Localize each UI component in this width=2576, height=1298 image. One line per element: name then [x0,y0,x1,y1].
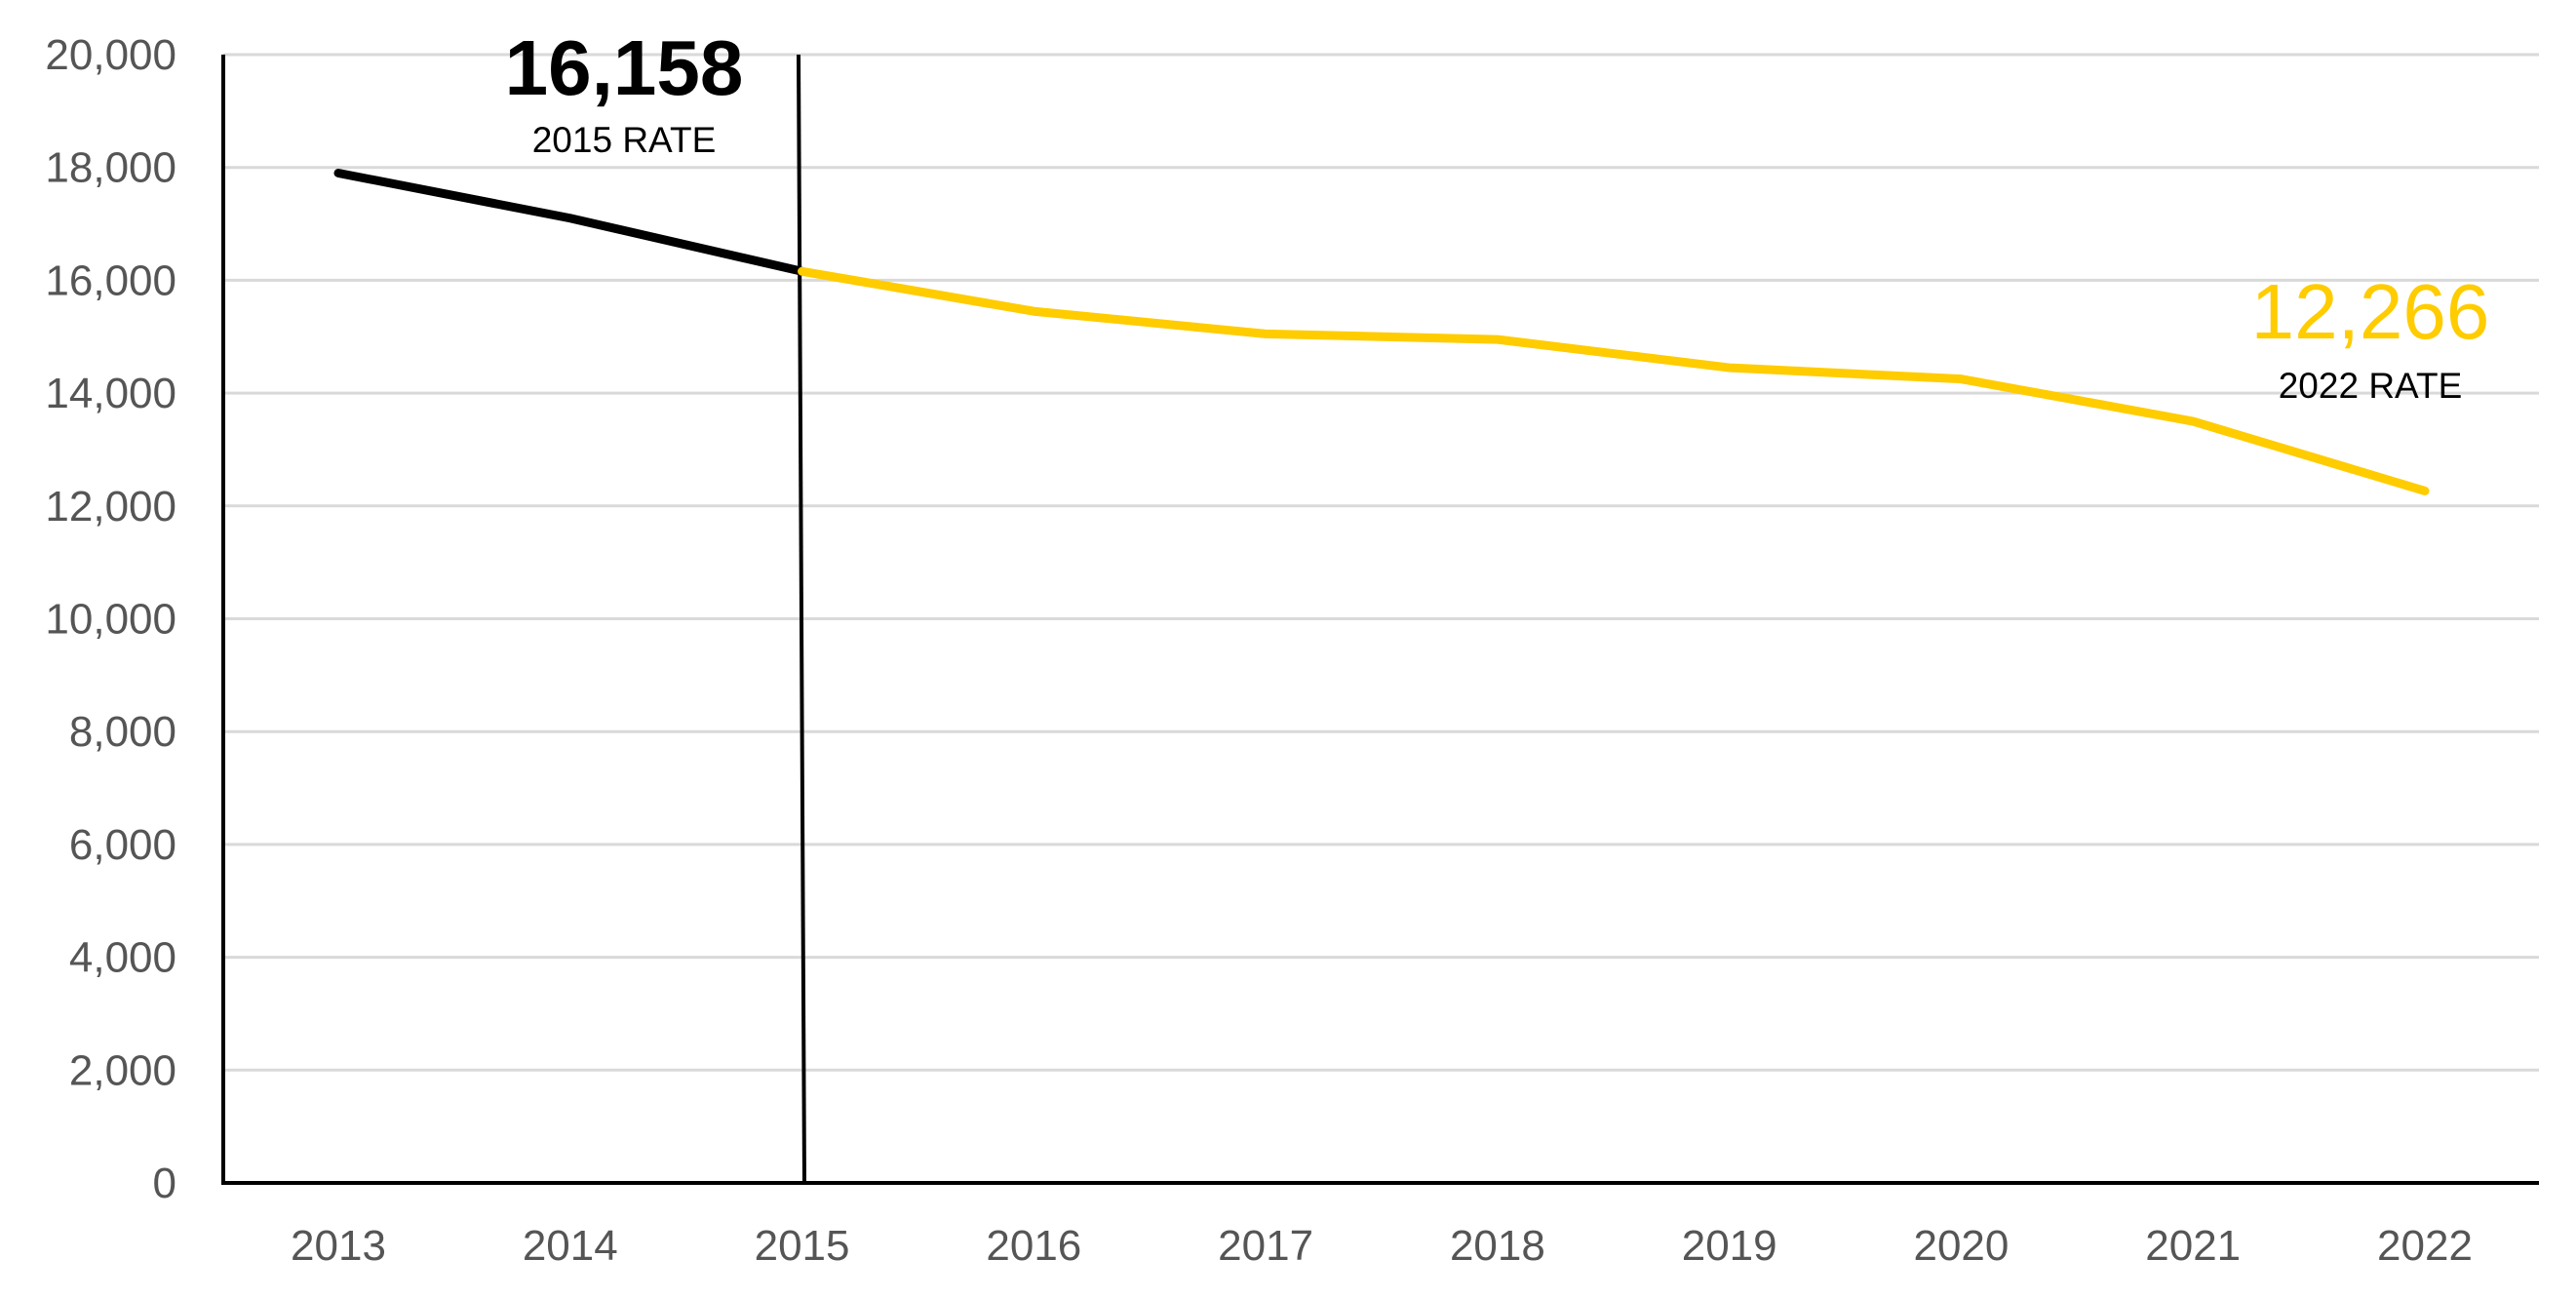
y-tick-label: 4,000 [69,934,176,982]
x-tick-label: 2016 [986,1222,1081,1270]
y-tick-label: 0 [153,1160,176,1207]
x-tick-label: 2021 [2145,1222,2241,1270]
y-tick-label: 8,000 [69,708,176,756]
y-tick-label: 6,000 [69,821,176,869]
y-tick-label: 10,000 [45,596,176,644]
annotation-2022-value: 12,266 [2251,268,2490,355]
y-tick-label: 16,000 [45,256,176,304]
reference-line-2015 [797,54,806,1184]
x-tick-label: 2022 [2377,1222,2473,1270]
x-tick-label: 2020 [1913,1222,2009,1270]
annotation-2022-label: 2022 RATE [2279,366,2463,406]
y-tick-label: 12,000 [45,483,176,531]
x-tick-label: 2013 [291,1222,386,1270]
series-line-since-2015 [798,266,2430,495]
y-tick-label: 14,000 [45,370,176,417]
x-tick-label: 2015 [755,1222,850,1270]
y-tick-label: 2,000 [69,1046,176,1094]
y-tick-label: 18,000 [45,144,176,192]
annotation-2015-value: 16,158 [505,24,744,111]
x-tick-label: 2018 [1450,1222,1545,1270]
annotation-2015-label: 2015 RATE [532,120,717,160]
y-tick-label: 20,000 [45,31,176,79]
series-line-before-2015 [333,168,807,276]
x-tick-label: 2017 [1218,1222,1313,1270]
x-tick-label: 2019 [1682,1222,1777,1270]
x-tick-label: 2014 [523,1222,618,1270]
